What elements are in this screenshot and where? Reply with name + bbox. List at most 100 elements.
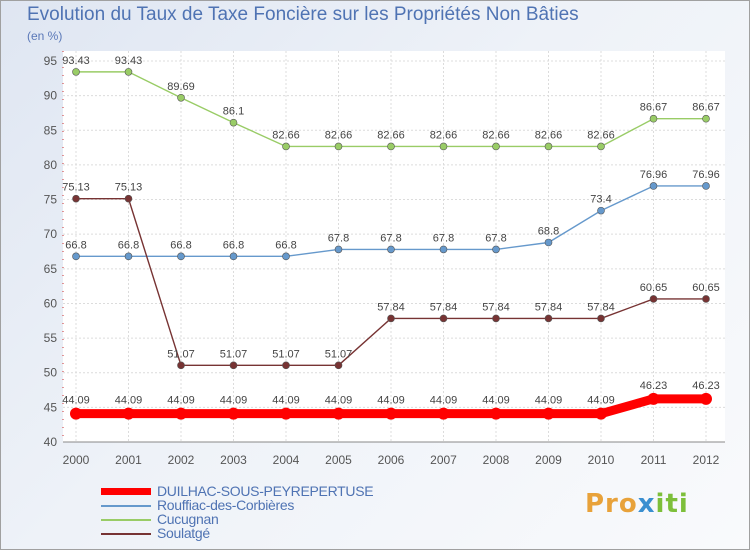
data-label: 57.84 [377,301,405,313]
legend-swatch-rouffiac [101,505,151,507]
y-tick-label: 95 [44,54,58,68]
data-label: 57.84 [482,301,510,313]
y-tick-label: 80 [44,158,58,172]
data-label: 89.69 [167,81,195,93]
data-label: 66.8 [170,239,191,251]
data-point [177,93,185,102]
data-label: 57.84 [587,301,615,313]
data-point [439,142,448,151]
data-label: 86.1 [223,106,244,118]
data-label: 51.07 [272,348,300,360]
x-tick-label: 2006 [378,453,405,467]
data-point [334,245,343,254]
data-point [72,194,80,203]
data-point [542,407,555,420]
data-point [387,142,395,151]
data-label: 86.67 [692,102,720,114]
y-tick-label: 75 [44,193,58,207]
data-point [492,245,500,254]
data-point [702,295,710,303]
y-tick-label: 50 [44,366,58,380]
x-tick-label: 2011 [641,453,667,467]
data-point [72,68,80,76]
data-label: 82.66 [430,129,458,141]
y-tick-label: 65 [44,262,58,276]
data-label: 67.8 [380,232,401,244]
data-label: 93.43 [62,55,90,67]
x-tick-label: 2004 [273,453,300,467]
y-tick-label: 55 [44,331,58,345]
legend-swatch-soulatge [101,533,151,535]
data-label: 44.09 [272,395,300,407]
data-label: 46.23 [692,380,720,392]
plot-area [63,51,725,442]
data-point [177,252,185,261]
data-label: 51.07 [220,348,248,360]
x-tick-label: 2000 [63,453,90,467]
data-point [439,314,448,323]
data-point [700,392,712,405]
data-label: 46.23 [640,380,668,392]
x-tick-label: 2012 [693,453,720,467]
data-point [229,118,238,127]
logo-part-1: Pro [585,489,638,519]
data-point [439,245,448,254]
data-point [282,361,290,370]
x-tick-label: 2009 [535,453,562,467]
y-tick-label: 45 [44,400,58,414]
data-point [332,407,345,420]
proxiti-logo: Proxiti [585,489,689,519]
legend-label-cucugnan: Cucugnan [157,511,219,527]
data-point [649,182,658,190]
data-point [647,392,660,405]
data-label: 76.96 [640,169,668,181]
legend-swatch-cucugnan [101,519,151,521]
data-point [334,142,343,151]
data-label: 67.8 [433,232,454,244]
data-point [229,361,238,370]
data-label: 82.66 [272,129,300,141]
data-label: 86.67 [640,102,668,114]
data-label: 57.84 [430,301,458,313]
data-label: 82.66 [482,129,510,141]
y-tick-label: 60 [44,296,58,310]
logo-part-3: iti [655,489,689,519]
data-label: 66.8 [275,239,296,251]
data-point [334,361,343,370]
data-point [282,252,290,261]
data-point [490,407,502,420]
data-point [124,68,133,76]
legend-label-rouffiac: Rouffiac-des-Corbières [157,497,295,513]
data-point [282,142,290,151]
data-label: 76.96 [692,169,720,181]
data-label: 82.66 [377,129,405,141]
y-tick-label: 90 [44,89,58,103]
data-label: 67.8 [328,232,349,244]
data-label: 93.43 [115,55,143,67]
data-point [72,252,80,261]
data-point [229,252,238,261]
legend-swatch-duilhac [101,488,151,495]
data-point [544,238,553,247]
data-label: 67.8 [485,232,506,244]
data-label: 51.07 [167,348,195,360]
data-point [702,114,710,123]
data-point [227,407,240,420]
data-point [544,142,553,151]
chart-title: Evolution du Taux de Taxe Foncière sur l… [27,4,579,25]
data-label: 44.09 [430,395,458,407]
data-label: 60.65 [640,282,668,294]
data-point [492,314,500,323]
x-tick-label: 2002 [168,453,195,467]
data-point [544,314,553,323]
data-point [387,245,395,254]
data-point [597,206,605,215]
x-tick-label: 2001 [115,453,142,467]
data-point [124,194,133,203]
data-label: 82.66 [587,129,615,141]
chart-plot: 40 45 50 55 60 65 70 75 80 85 90 95 2000 2001 2002 2003… [44,51,725,467]
data-point [595,407,607,420]
data-point [649,114,658,123]
data-label: 66.8 [65,239,86,251]
